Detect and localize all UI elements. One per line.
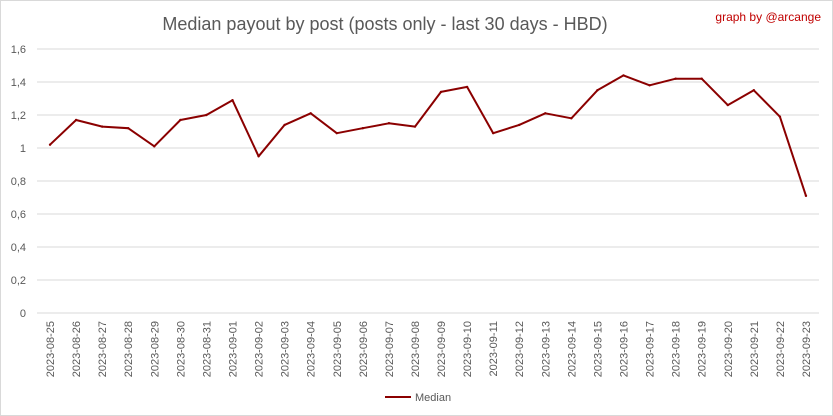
data-point xyxy=(283,123,286,127)
data-point xyxy=(622,74,625,77)
data-point xyxy=(804,194,808,198)
x-tick-label: 2023-09-20 xyxy=(723,321,735,377)
series-layer xyxy=(48,74,808,198)
x-tick-label: 2023-09-07 xyxy=(384,321,396,377)
data-point xyxy=(48,143,52,146)
x-tick-label: 2023-09-05 xyxy=(332,321,344,377)
y-axis-ticks: 0 0,2 0,4 0,6 0,8 1 1,2 1,4 1,6 xyxy=(11,44,26,320)
data-point xyxy=(361,127,365,130)
x-tick-label: 2023-09-04 xyxy=(306,321,318,377)
x-tick-label: 2023-09-06 xyxy=(358,321,370,377)
data-point xyxy=(127,127,130,130)
y-tick-label: 0 xyxy=(20,308,26,320)
data-point xyxy=(752,89,756,92)
data-point xyxy=(74,118,78,122)
x-tick-label: 2023-08-31 xyxy=(201,321,213,377)
x-tick-label: 2023-09-12 xyxy=(514,321,526,377)
x-tick-label: 2023-09-23 xyxy=(801,321,813,377)
data-point xyxy=(439,90,443,94)
data-point xyxy=(570,117,573,120)
y-tick-label: 1,2 xyxy=(11,110,26,122)
data-point xyxy=(153,145,156,148)
x-tick-label: 2023-08-28 xyxy=(123,321,135,377)
y-tick-label: 0,8 xyxy=(11,176,26,188)
y-tick-label: 1,6 xyxy=(11,44,26,56)
data-point xyxy=(179,118,182,122)
y-tick-label: 0,6 xyxy=(11,209,26,221)
x-tick-label: 2023-09-19 xyxy=(697,321,709,377)
data-point xyxy=(335,131,338,135)
x-tick-label: 2023-09-02 xyxy=(254,321,266,377)
x-tick-label: 2023-08-30 xyxy=(175,321,187,377)
x-tick-label: 2023-08-27 xyxy=(97,321,109,377)
x-tick-label: 2023-08-26 xyxy=(71,321,83,377)
x-tick-label: 2023-09-10 xyxy=(462,321,474,377)
x-tick-label: 2023-09-11 xyxy=(488,321,500,376)
x-tick-label: 2023-09-17 xyxy=(645,321,657,377)
data-point xyxy=(674,77,677,80)
x-tick-label: 2023-08-29 xyxy=(149,321,161,377)
x-tick-label: 2023-09-18 xyxy=(671,321,683,377)
x-tick-label: 2023-09-09 xyxy=(436,321,448,377)
data-point xyxy=(309,112,312,115)
data-point xyxy=(257,155,260,158)
legend: Median xyxy=(385,392,451,404)
x-tick-label: 2023-09-13 xyxy=(540,321,552,377)
data-point xyxy=(100,125,104,128)
data-point xyxy=(413,125,417,128)
x-tick-label: 2023-09-14 xyxy=(566,321,578,377)
y-tick-label: 0,2 xyxy=(11,275,26,287)
data-point xyxy=(544,112,547,115)
x-tick-label: 2023-09-22 xyxy=(775,321,787,377)
data-point xyxy=(205,113,208,117)
data-point xyxy=(491,131,495,135)
data-point xyxy=(596,89,599,92)
data-point xyxy=(465,85,469,89)
x-tick-label: 2023-09-03 xyxy=(280,321,292,377)
x-tick-label: 2023-08-25 xyxy=(45,321,57,377)
data-point xyxy=(726,103,729,107)
x-tick-label: 2023-09-16 xyxy=(619,321,631,377)
y-tick-label: 0,4 xyxy=(11,242,26,254)
x-tick-label: 2023-09-08 xyxy=(410,321,422,377)
data-point xyxy=(387,122,391,125)
data-point xyxy=(648,84,651,87)
x-axis-ticks: 2023-08-25 2023-08-26 2023-08-27 2023-08-28… xyxy=(45,321,813,377)
data-point xyxy=(518,123,521,127)
y-tick-label: 1,4 xyxy=(11,77,26,89)
x-tick-label: 2023-09-15 xyxy=(592,321,604,377)
data-point xyxy=(700,77,703,80)
x-tick-label: 2023-09-01 xyxy=(228,321,240,377)
y-tick-label: 1 xyxy=(20,143,26,155)
chart-credit: graph by @arcange xyxy=(715,10,821,24)
chart-title: Median payout by post (posts only - last… xyxy=(162,14,607,34)
series-line-median xyxy=(49,74,807,197)
x-tick-label: 2023-09-21 xyxy=(749,321,761,377)
data-point xyxy=(778,115,782,118)
legend-label-median: Median xyxy=(415,392,451,404)
data-point xyxy=(231,98,234,102)
grid-layer xyxy=(37,48,819,314)
